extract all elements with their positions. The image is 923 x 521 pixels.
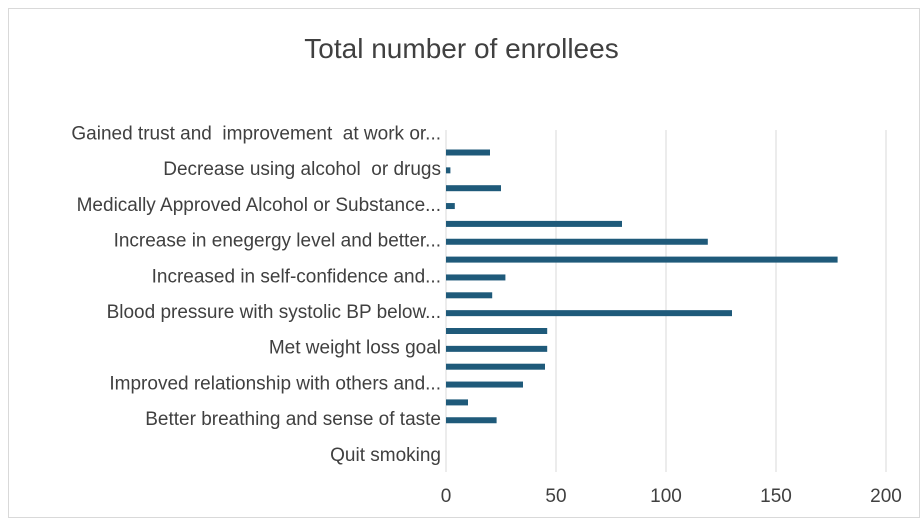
category-label: Improved relationship with others and... xyxy=(109,373,441,394)
x-tick-labels: 0 50 100 150 200 xyxy=(441,486,902,507)
category-label: Met weight loss goal xyxy=(269,338,441,359)
category-labels: Gained trust and improvement at work or.… xyxy=(71,124,441,466)
x-tick-label-0: 0 xyxy=(441,486,452,507)
bar-3 xyxy=(446,185,501,191)
bar-11 xyxy=(446,328,547,334)
bar-15 xyxy=(446,399,468,405)
bar-12 xyxy=(446,346,547,352)
bars xyxy=(446,150,838,424)
category-label: Blood pressure with systolic BP below... xyxy=(107,302,441,323)
category-label: Increase in enegergy level and better... xyxy=(114,231,441,252)
bar-8 xyxy=(446,274,505,280)
bar-4 xyxy=(446,203,455,209)
bar-16 xyxy=(446,417,497,423)
category-label: Gained trust and improvement at work or.… xyxy=(71,124,441,145)
category-label: Quit smoking xyxy=(330,445,441,466)
bar-2 xyxy=(446,167,450,173)
category-label: Increased in self-confidence and... xyxy=(152,266,441,287)
bar-7 xyxy=(446,257,838,263)
bar-10 xyxy=(446,310,732,316)
bar-9 xyxy=(446,292,492,298)
gridlines xyxy=(556,130,886,472)
bar-5 xyxy=(446,221,622,227)
x-tick-label-200: 200 xyxy=(870,486,902,507)
x-tick-label-50: 50 xyxy=(545,486,566,507)
x-tick-label-150: 150 xyxy=(760,486,792,507)
bar-13 xyxy=(446,364,545,370)
category-label: Decrease using alcohol or drugs xyxy=(163,159,441,180)
bar-6 xyxy=(446,239,708,245)
x-tick-label-100: 100 xyxy=(650,486,682,507)
category-label: Better breathing and sense of taste xyxy=(145,409,441,430)
category-label: Medically Approved Alcohol or Substance.… xyxy=(77,195,441,216)
bar-1 xyxy=(446,150,490,156)
bar-14 xyxy=(446,382,523,388)
